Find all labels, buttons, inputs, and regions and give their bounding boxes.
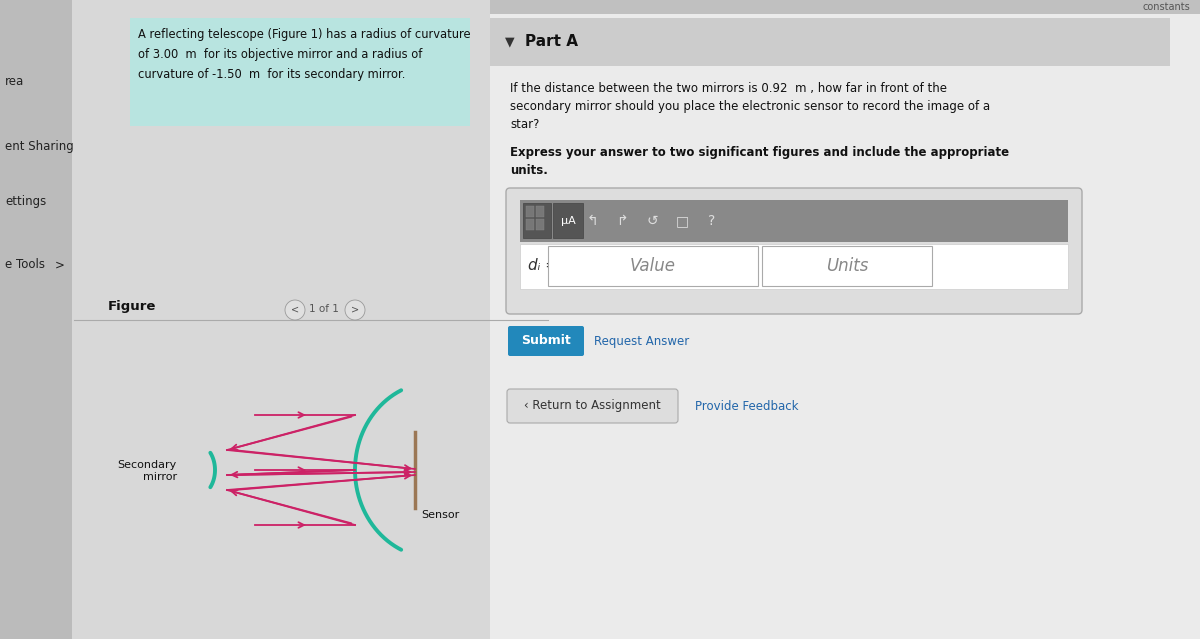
- Text: ▼: ▼: [505, 36, 515, 49]
- Text: Value: Value: [630, 257, 676, 275]
- Text: 1 of 1: 1 of 1: [310, 304, 338, 314]
- Text: ent Sharing: ent Sharing: [5, 140, 73, 153]
- Text: Secondary
mirror: Secondary mirror: [118, 460, 178, 482]
- FancyBboxPatch shape: [508, 389, 678, 423]
- Text: ettings: ettings: [5, 195, 47, 208]
- Text: Express your answer to two significant figures and include the appropriate: Express your answer to two significant f…: [510, 146, 1009, 159]
- Text: Provide Feedback: Provide Feedback: [695, 399, 798, 413]
- Text: □: □: [676, 214, 689, 228]
- FancyBboxPatch shape: [490, 0, 1200, 639]
- FancyBboxPatch shape: [72, 0, 550, 639]
- Text: Units: Units: [826, 257, 868, 275]
- Text: constants: constants: [1142, 2, 1190, 12]
- FancyBboxPatch shape: [553, 203, 583, 238]
- FancyBboxPatch shape: [506, 188, 1082, 314]
- Text: units.: units.: [510, 164, 548, 177]
- Text: e Tools: e Tools: [5, 258, 46, 271]
- Text: <: <: [290, 305, 299, 315]
- Text: μA: μA: [560, 216, 575, 226]
- FancyBboxPatch shape: [548, 246, 758, 286]
- Text: A reflecting telescope (Figure 1) has a radius of curvature: A reflecting telescope (Figure 1) has a …: [138, 28, 470, 41]
- Text: Part A: Part A: [526, 35, 578, 49]
- Text: ↺: ↺: [646, 214, 658, 228]
- Text: ‹ Return to Assignment: ‹ Return to Assignment: [523, 399, 660, 413]
- Circle shape: [346, 300, 365, 320]
- Text: ?: ?: [708, 214, 715, 228]
- Text: ↱: ↱: [616, 214, 628, 228]
- Text: ↰: ↰: [586, 214, 598, 228]
- FancyBboxPatch shape: [490, 0, 1200, 14]
- FancyBboxPatch shape: [523, 203, 551, 238]
- FancyBboxPatch shape: [508, 326, 584, 356]
- FancyBboxPatch shape: [762, 246, 932, 286]
- Text: of 3.00  m  for its objective mirror and a radius of: of 3.00 m for its objective mirror and a…: [138, 48, 422, 61]
- FancyBboxPatch shape: [520, 200, 1068, 242]
- FancyBboxPatch shape: [536, 206, 544, 217]
- Text: >: >: [55, 259, 65, 272]
- Text: Sensor: Sensor: [421, 510, 460, 520]
- FancyBboxPatch shape: [526, 206, 534, 217]
- Text: curvature of -1.50  m  for its secondary mirror.: curvature of -1.50 m for its secondary m…: [138, 68, 406, 81]
- FancyBboxPatch shape: [490, 18, 1170, 66]
- FancyBboxPatch shape: [520, 244, 1068, 289]
- Text: If the distance between the two mirrors is 0.92  m , how far in front of the: If the distance between the two mirrors …: [510, 82, 947, 95]
- Text: rea: rea: [5, 75, 24, 88]
- FancyBboxPatch shape: [526, 219, 534, 230]
- Text: Submit: Submit: [521, 334, 571, 348]
- FancyBboxPatch shape: [0, 0, 72, 639]
- Text: >: >: [350, 305, 359, 315]
- Text: Request Answer: Request Answer: [594, 334, 689, 348]
- FancyBboxPatch shape: [130, 18, 470, 126]
- Text: Figure: Figure: [108, 300, 156, 313]
- Text: dᵢ =: dᵢ =: [528, 259, 558, 273]
- Text: star?: star?: [510, 118, 539, 131]
- Circle shape: [286, 300, 305, 320]
- FancyBboxPatch shape: [536, 219, 544, 230]
- Text: secondary mirror should you place the electronic sensor to record the image of a: secondary mirror should you place the el…: [510, 100, 990, 113]
